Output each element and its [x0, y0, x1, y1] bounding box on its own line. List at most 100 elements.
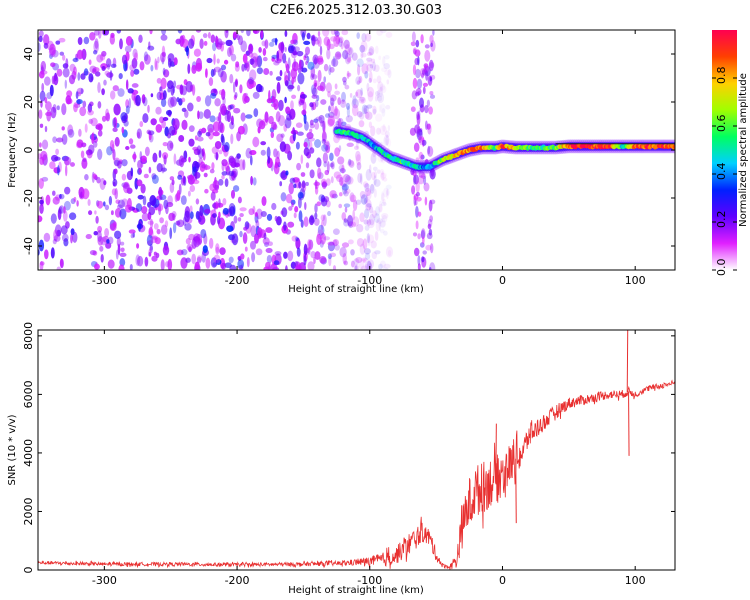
spectrogram-cell [421, 256, 425, 263]
spectrogram-cell [218, 89, 226, 96]
spectrogram-cell [314, 179, 318, 190]
spectrogram-cell [280, 133, 285, 138]
spectrogram-cell [156, 77, 162, 84]
spectrogram-cell [344, 188, 351, 194]
spectrogram-cell [322, 120, 326, 133]
spectrogram-cell [78, 128, 82, 137]
spectrogram-cell [371, 210, 377, 219]
spectrogram-cell [327, 118, 335, 127]
spectrogram-cell [76, 49, 84, 60]
spectrogram-cell [40, 60, 47, 72]
spectrogram-cell [363, 258, 366, 264]
spectrogram-cell [320, 232, 326, 245]
spectrogram-cell [99, 178, 106, 190]
x-tick-label: -100 [357, 574, 382, 587]
spectrogram-cell [298, 181, 302, 189]
spectrogram-cell [426, 99, 431, 107]
spectrogram-cell [349, 47, 354, 59]
spectrogram-cell [356, 223, 364, 233]
spectrogram-cell [117, 199, 126, 209]
spectrogram-cell [423, 64, 430, 74]
spectrogram-cell [157, 56, 160, 64]
spectrogram-cell [345, 115, 353, 123]
spectrogram-cell [260, 141, 267, 146]
spectrogram-cell [120, 241, 125, 246]
spectrogram-cell [214, 140, 222, 150]
spectrogram-cell [197, 130, 202, 137]
spectrogram-cell [360, 51, 364, 59]
spectrogram-cell [303, 147, 310, 157]
spectrogram-cell [49, 84, 54, 97]
spectrogram-cell [370, 240, 377, 249]
spectrogram-cell [258, 46, 262, 53]
spectrogram-cell [132, 232, 136, 238]
spectrogram-cell [97, 230, 102, 243]
spectrogram-cell [94, 210, 97, 215]
spectrogram-cell [330, 161, 335, 170]
spectrogram-cell [129, 263, 133, 270]
spectrogram-cell [379, 217, 386, 229]
spectrogram-cell [260, 149, 266, 156]
spectrogram-cell [303, 141, 308, 148]
spectrogram-cell [88, 210, 93, 216]
spectrogram-cell [213, 53, 216, 65]
spectrogram-cell [180, 177, 186, 186]
x-tick-label: -100 [357, 274, 382, 287]
spectrogram-cell [232, 31, 238, 39]
spectrogram-cell [136, 243, 140, 249]
spectrogram-cell [314, 203, 318, 214]
spectrogram-cell [375, 206, 381, 216]
spectrogram-cell [93, 263, 100, 270]
spectrogram-cell [373, 213, 380, 224]
spectrogram-cell [313, 79, 318, 90]
spectrogram-cell [369, 213, 375, 226]
spectrogram-cell [83, 36, 90, 45]
spectrogram-cell [419, 135, 424, 146]
spectrogram-cell [334, 30, 340, 37]
spectrogram-cell [56, 266, 61, 270]
spectrogram-cell [322, 30, 330, 37]
spectrogram-cell [319, 255, 327, 264]
spectrogram-cell [140, 183, 146, 194]
spectrogram-cell [230, 189, 236, 199]
spectrogram-cell [229, 44, 234, 56]
spectrogram-cell [228, 170, 235, 177]
spectrogram-cell [351, 98, 359, 109]
spectrogram-cell [425, 244, 432, 251]
spectrogram-cell [346, 142, 354, 148]
spectrogram-cell [274, 215, 278, 222]
spectrogram-cell [196, 136, 204, 142]
spectrogram-cell [231, 233, 239, 246]
spectrogram-cell [146, 234, 153, 247]
spectrogram-cell [159, 86, 162, 92]
spectrogram-cell [415, 191, 420, 197]
spectrogram-cell [120, 247, 125, 253]
spectrogram-cell [368, 205, 374, 214]
spectrogram-cell [116, 236, 121, 248]
spectrogram-cell [373, 188, 377, 198]
snr-x-ticks: -300 -200 -100 0 100 [92, 330, 646, 587]
spectrogram-cell [199, 38, 204, 49]
spectrogram-cell [333, 133, 340, 144]
spectrogram-cell [246, 30, 251, 37]
spectrogram-cell [173, 57, 178, 66]
spectrogram-cell [429, 34, 434, 44]
spectrogram-cell [177, 30, 183, 34]
spectrogram-cell [415, 88, 422, 96]
spectrogram-cell [56, 105, 60, 111]
spectrogram-cell [114, 188, 118, 200]
spectrogram-cell [296, 50, 304, 57]
spectrogram-cell [222, 198, 227, 206]
spectrogram-cell [373, 64, 380, 73]
spectrogram-cell [215, 246, 220, 255]
spectrogram-cell [306, 32, 311, 40]
spectrogram-cell [241, 63, 245, 72]
spectrogram-cell [274, 58, 282, 64]
spectrogram-cell [130, 144, 136, 149]
x-tick-label: -200 [225, 574, 250, 587]
spectrogram-cell [181, 38, 189, 49]
spectrogram-cell [49, 161, 56, 170]
spectrogram-cell [80, 73, 86, 80]
spectrogram-cell [266, 254, 272, 264]
spectrogram-cell [242, 92, 248, 105]
